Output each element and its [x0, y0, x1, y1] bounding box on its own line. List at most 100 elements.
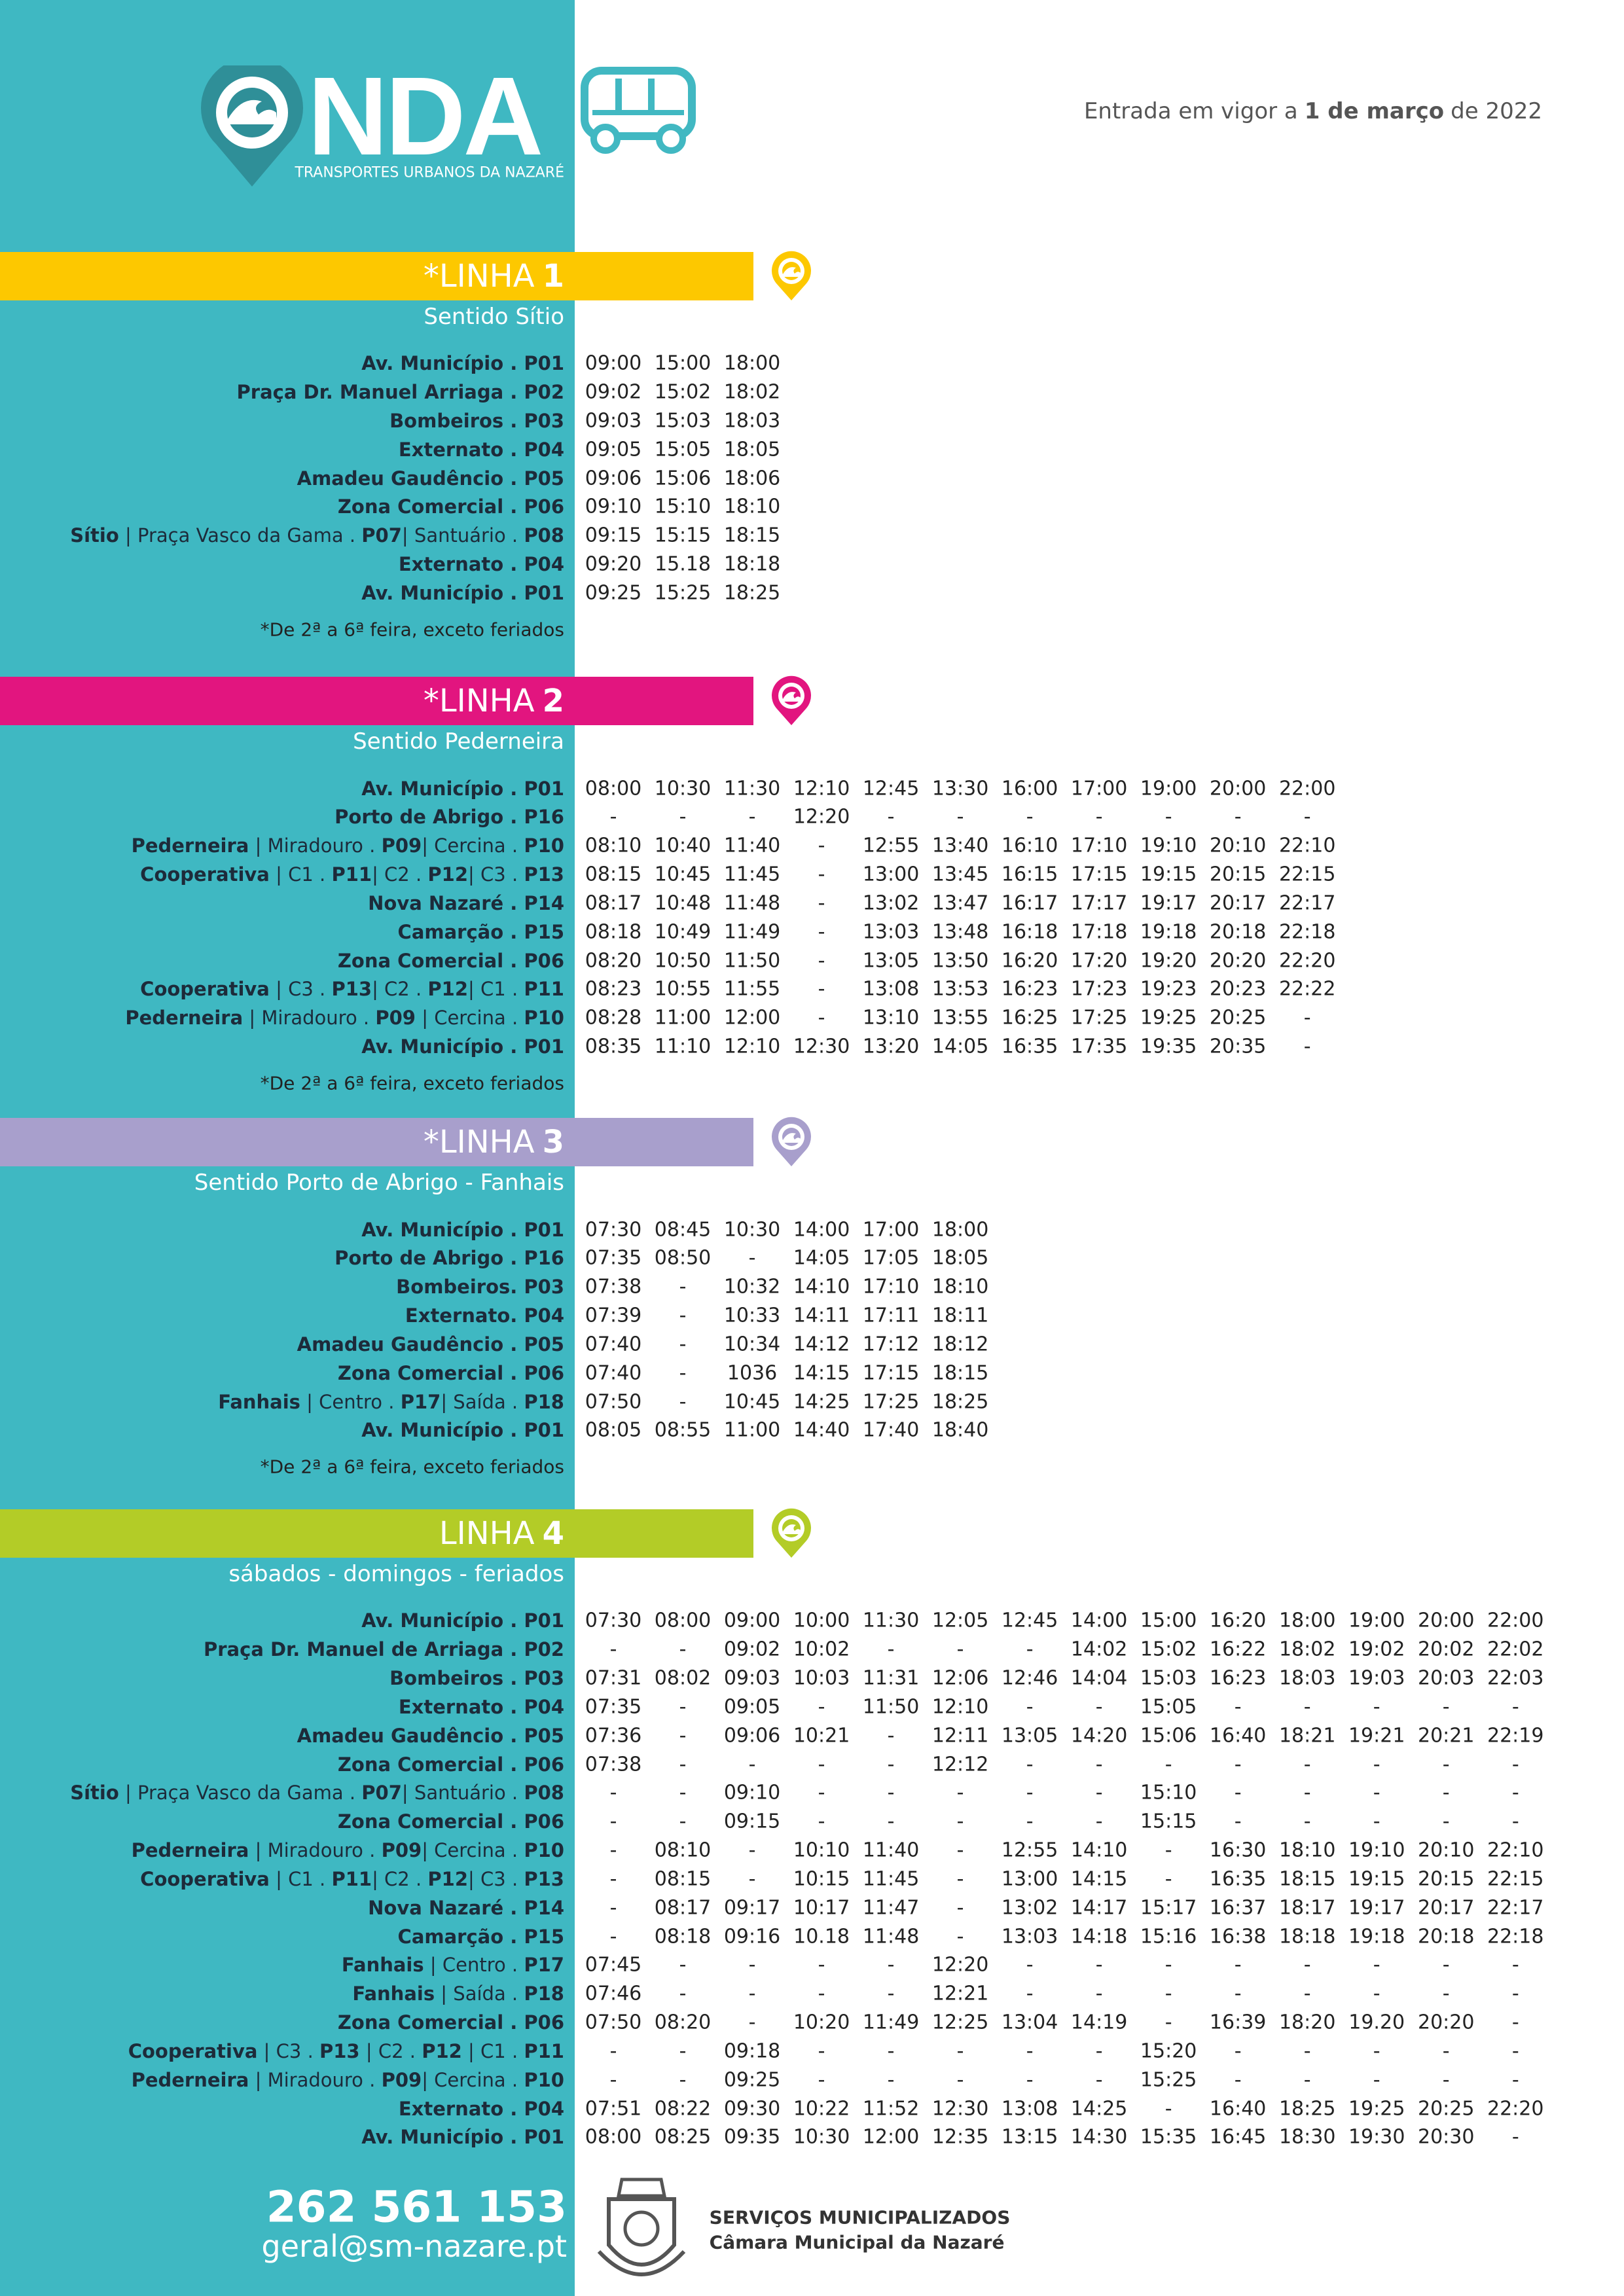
time: - [1234, 805, 1242, 829]
stop-name: Cooperativa | C1 . P11| C2 . P12| C3 . P… [140, 1868, 564, 1890]
time: - [1164, 1982, 1172, 2005]
stop-name: Porto de Abrigo . P16 [334, 1247, 564, 1269]
time: - [1511, 2068, 1519, 2092]
time: 18:10 [1278, 1839, 1336, 1862]
org-name: SERVIÇOS MUNICIPALIZADOS [709, 2206, 1011, 2229]
time: 13:53 [931, 977, 989, 1001]
stop-part: P13 [331, 978, 372, 1001]
stop-name: Bombeiros . P03 [389, 1667, 564, 1689]
time: - [1234, 2068, 1242, 2092]
time: 07:40 [585, 1361, 642, 1385]
time: - [748, 1753, 756, 1776]
tagline: TRANSPORTES URBANOS DA NAZARÉ [295, 164, 564, 181]
line-icon [772, 251, 812, 301]
stop-part: | C2 . [372, 863, 428, 886]
stop-name: Sítio | Praça Vasco da Gama . P07| Santu… [70, 524, 564, 547]
time: 15:00 [1140, 1609, 1197, 1632]
time: 12:20 [931, 1953, 989, 1977]
time: 20:18 [1417, 1925, 1475, 1948]
time: 22:20 [1278, 949, 1336, 973]
time: - [1026, 1753, 1034, 1776]
time: 17:10 [862, 1275, 920, 1299]
time: - [818, 1781, 825, 1804]
time: - [818, 2068, 825, 2092]
stop-part: Cooperativa [140, 863, 270, 886]
time: 08:22 [654, 2097, 712, 2121]
time: 08:23 [585, 977, 642, 1001]
stop-part: Zona Comercial . P06 [337, 2011, 564, 2034]
time: 12:45 [862, 777, 920, 800]
time: 16:15 [1001, 863, 1058, 886]
stop-name: Bombeiros. P03 [396, 1276, 564, 1298]
time: - [1303, 1695, 1311, 1719]
time: - [1234, 1953, 1242, 1977]
time: 18:03 [723, 409, 781, 433]
time: 12:10 [931, 1695, 989, 1719]
time: - [818, 2039, 825, 2063]
time: 07:38 [585, 1275, 642, 1299]
line-direction: Sentido Pederneira [353, 728, 564, 755]
stop-part: P10 [524, 834, 564, 857]
time: - [748, 1982, 756, 2005]
time: - [748, 1867, 756, 1891]
stop-part: | Cercina . [422, 2068, 524, 2091]
time: 11:48 [723, 891, 781, 915]
time: 18:17 [1278, 1896, 1336, 1920]
stop-part: Camarção . P15 [397, 1925, 564, 1948]
stop-part: Camarção . P15 [397, 920, 564, 943]
time: 18:25 [931, 1390, 989, 1414]
time: 20:30 [1417, 2125, 1475, 2149]
time: - [679, 1982, 687, 2005]
time: 17:23 [1070, 977, 1128, 1001]
time: 22:19 [1487, 1724, 1544, 1748]
time: - [887, 1781, 895, 1804]
time: 20:35 [1209, 1035, 1267, 1058]
time: - [1026, 1953, 1034, 1977]
stop-part: P11 [524, 978, 564, 1001]
time: 12:45 [1001, 1609, 1058, 1632]
time: 07:51 [585, 2097, 642, 2121]
time: 20:00 [1209, 777, 1267, 800]
stop-part: Bombeiros . P03 [389, 409, 564, 432]
line-direction: sábados - domingos - feriados [228, 1560, 564, 1587]
time: 22:17 [1487, 1896, 1544, 1920]
time: - [887, 1982, 895, 2005]
time: 18:25 [1278, 2097, 1336, 2121]
date-part: 1 de março [1304, 98, 1445, 124]
stop-part: P11 [331, 863, 372, 886]
time: 08:10 [654, 1839, 712, 1862]
stop-name: Zona Comercial . P06 [338, 495, 564, 518]
time: - [1234, 1781, 1242, 1804]
time: - [956, 1867, 964, 1891]
stop-part: Pederneira [125, 1007, 244, 1030]
time: 17:12 [862, 1333, 920, 1356]
time: - [1164, 1953, 1172, 1977]
stop-part: Amadeu Gaudêncio . P05 [297, 467, 564, 490]
time: 09:18 [723, 2039, 781, 2063]
stop-part: Sítio [70, 524, 119, 547]
time: 19:25 [1348, 2097, 1405, 2121]
stop-name: Av. Município . P01 [361, 352, 564, 374]
stop-part: | Cercina . [422, 834, 524, 857]
time: - [679, 1638, 687, 1661]
time: 09:30 [723, 2097, 781, 2121]
time: 12:00 [862, 2125, 920, 2149]
time: - [1373, 1953, 1380, 1977]
time: 14:00 [1070, 1609, 1128, 1632]
time: - [956, 805, 964, 829]
time: 12:12 [931, 1753, 989, 1776]
stop-part: P08 [524, 524, 564, 547]
time: 10:33 [723, 1304, 781, 1327]
time: - [818, 1953, 825, 1977]
time: 20:18 [1209, 920, 1267, 944]
time: - [679, 1361, 687, 1385]
stop-part: | C1 . [269, 1867, 332, 1890]
time: 07:50 [585, 2011, 642, 2034]
line-number: 2 [542, 683, 564, 720]
phone: 262 561 153 [266, 2181, 567, 2233]
time: 07:46 [585, 1982, 642, 2005]
stop-part: Amadeu Gaudêncio . P05 [297, 1724, 564, 1747]
line-note: *De 2ª a 6ª feira, exceto feriados [260, 1072, 564, 1094]
time: 18:02 [723, 380, 781, 404]
time: 08:28 [585, 1006, 642, 1030]
